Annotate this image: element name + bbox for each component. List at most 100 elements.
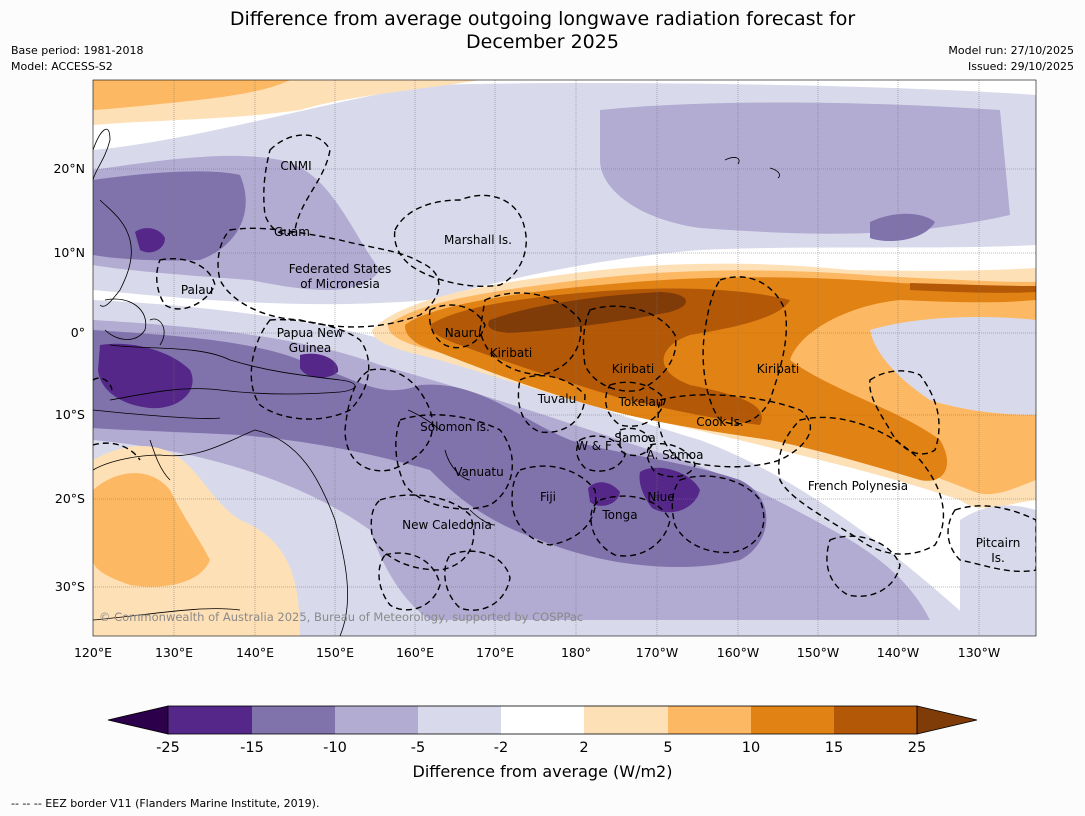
label-fsm-line2: of Micronesia [300,277,380,291]
colorbar-tick-label: 2 [579,740,588,756]
lon-tick-label: 170°W [636,645,678,660]
colorbar-bin-n10-n5 [335,706,418,734]
lon-tick-label: 130°W [958,645,1000,660]
label-vanuatu: Vanuatu [454,465,504,479]
model-name: Model: ACCESS-S2 [11,60,113,73]
lon-tick-label: 160°E [396,645,434,660]
lat-tick-label: 30°S [55,579,85,594]
label-kiribati-east: Kiribati [757,362,799,376]
colorbar-tick-label: 5 [663,740,672,756]
colorbar-bin-p2-p5 [584,706,668,734]
olr-anomaly-n15-hawaii [870,213,935,242]
label-guam: Guam [274,225,310,239]
colorbar-bin-p10-p15 [751,706,834,734]
colorbar-extend-min [107,705,169,735]
colorbar-bin-n5-n2 [418,706,501,734]
title-line-1: Difference from average outgoing longwav… [229,8,856,30]
colorbar-bin-n2-p2 [501,706,584,734]
lon-tick-label: 140°E [236,645,274,660]
olr-anomaly-p25-core [488,292,687,333]
olr-anomaly-p5-australia [93,473,210,587]
colorbar-extend-max [916,705,978,735]
chart-title: Difference from average outgoing longwav… [0,8,1085,54]
label-pitcairn-line2: Is. [991,551,1005,565]
map-area: © Commonwealth of Australia 2025, Bureau… [93,80,1036,636]
olr-anomaly-n25-philippines [135,228,165,253]
colorbar-tick-label: 15 [825,740,843,756]
colorbar-bin-n15-n10 [252,706,335,734]
lon-tick-label: 160°W [717,645,759,660]
lon-tick-label: 140°W [877,645,919,660]
label-marshall-islands: Marshall Is. [444,233,512,247]
colorbar-tick-label: -2 [494,740,508,756]
lat-tick-label: 10°S [55,407,85,422]
base-period: Base period: 1981-2018 [11,44,144,57]
eez-legend-note: -- -- -- EEZ border V11 (Flanders Marine… [11,797,320,810]
colorbar-bin-n25-n15 [168,706,252,734]
region-labels: CNMI Guam Marshall Is. Federated States … [181,159,1020,565]
model-run: Model run: 27/10/2025 [948,44,1074,57]
olr-anomaly-n5-east [870,317,1036,415]
olr-anomaly-n10-north [600,102,1010,234]
longitude-ticks: 120°E 130°E 140°E 150°E 160°E 170°E 180° 170°W 1… [74,645,1000,660]
label-kiribati-west: Kiribati [490,346,532,360]
colorbar-tick-label: 25 [908,740,926,756]
colorbar-tick-label: 10 [742,740,760,756]
label-solomon-islands: Solomon Is. [420,420,490,434]
copyright-note: © Commonwealth of Australia 2025, Bureau… [99,610,583,624]
colorbar-ticks: -25 -15 -10 -5 -2 2 5 10 15 25 [156,740,926,756]
label-palau: Palau [181,283,213,297]
coastlines [93,128,780,636]
label-wallis-futuna: W & F [576,439,612,453]
colorbar-frame [167,705,918,735]
meta-right: Model run: 27/10/2025 Issued: 29/10/2025 [948,43,1074,75]
label-fsm-line1: Federated States [289,262,391,276]
lon-tick-label: 130°E [155,645,193,660]
title-line-2: December 2025 [466,31,619,53]
colorbar-tick-label: -10 [323,740,347,756]
meta-left: Base period: 1981-2018 Model: ACCESS-S2 [11,43,143,75]
lon-tick-label: 180° [561,645,591,660]
map-gridlines [93,80,1036,636]
colorbar-bin-p5-p10 [668,706,751,734]
colorbar-tick-label: -15 [240,740,264,756]
label-tokelau: Tokelau [618,395,664,409]
issued-date: Issued: 29/10/2025 [967,60,1074,73]
label-cnmi: CNMI [280,159,311,173]
label-nauru: Nauru [445,326,481,340]
lat-tick-label: 0° [71,325,85,340]
label-new-caledonia: New Caledonia [402,518,492,532]
label-png-line1: Papua New [277,326,344,340]
label-cook-islands: Cook Is. [696,415,743,429]
label-fiji: Fiji [540,490,556,504]
colorbar-bin-p15-p25 [834,706,917,734]
eez-borders [93,134,1036,611]
label-tonga: Tonga [601,508,637,522]
map-frame [92,79,1037,637]
olr-anomaly-n25-png [300,353,339,378]
colorbar-tick-label: -25 [156,740,180,756]
lon-tick-label: 120°E [74,645,112,660]
lat-tick-label: 10°N [53,245,85,260]
lon-tick-label: 170°E [476,645,514,660]
olr-anomaly-n25-newguinea [98,343,193,409]
colorbar-tick-label: -5 [411,740,425,756]
label-pitcairn-line1: Pitcairn [976,536,1021,550]
olr-anomaly-n15-south [93,330,767,568]
label-french-polynesia: French Polynesia [808,479,908,493]
lat-tick-label: 20°S [55,491,85,506]
label-tuvalu: Tuvalu [537,392,577,406]
colorbar: -25 -15 -10 -5 -2 2 5 10 15 25 [107,705,978,756]
label-kiribati-central: Kiribati [612,362,654,376]
latitude-ticks: 20°N 10°N 0° 10°S 20°S 30°S [53,161,85,594]
olr-anomaly-n15-west [93,171,246,261]
olr-anomaly-p5-topleft [93,80,290,110]
lon-tick-label: 150°E [316,645,354,660]
olr-anomaly-p15-east [910,283,1036,293]
label-samoa: Samoa [614,431,655,445]
label-niue: Niue [647,490,674,504]
label-png-line2: Guinea [289,341,332,355]
lat-tick-label: 20°N [53,161,85,176]
lon-tick-label: 150°W [797,645,839,660]
